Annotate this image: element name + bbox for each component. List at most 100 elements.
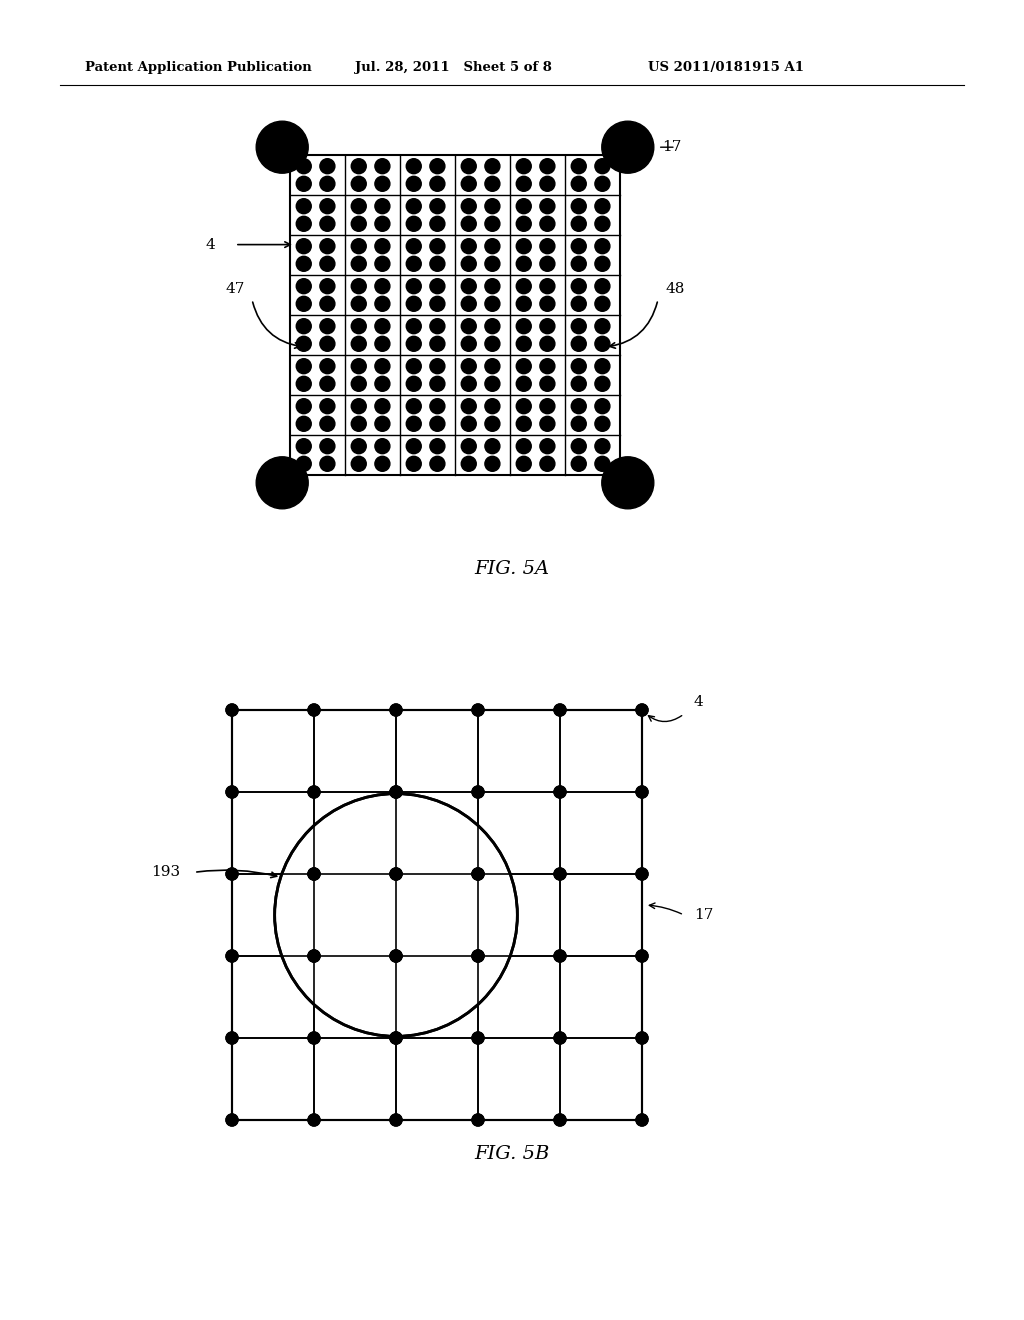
Circle shape — [595, 359, 610, 374]
Circle shape — [461, 399, 476, 413]
Circle shape — [308, 1032, 319, 1044]
Circle shape — [461, 239, 476, 253]
Circle shape — [485, 438, 500, 454]
Circle shape — [595, 457, 610, 471]
Text: Patent Application Publication: Patent Application Publication — [85, 62, 311, 74]
Circle shape — [595, 239, 610, 253]
Circle shape — [375, 256, 390, 272]
Circle shape — [430, 318, 444, 334]
Circle shape — [636, 785, 648, 799]
Circle shape — [351, 399, 367, 413]
Circle shape — [430, 256, 444, 272]
Circle shape — [296, 457, 311, 471]
Circle shape — [375, 318, 390, 334]
Circle shape — [461, 177, 476, 191]
Circle shape — [571, 438, 587, 454]
Circle shape — [540, 416, 555, 432]
Circle shape — [351, 158, 367, 174]
Circle shape — [375, 279, 390, 294]
Circle shape — [407, 318, 421, 334]
Circle shape — [375, 296, 390, 312]
Circle shape — [375, 239, 390, 253]
Circle shape — [461, 216, 476, 231]
Circle shape — [407, 296, 421, 312]
Circle shape — [571, 177, 587, 191]
Circle shape — [256, 457, 308, 508]
Circle shape — [319, 279, 335, 294]
Circle shape — [407, 376, 421, 391]
Circle shape — [516, 239, 531, 253]
Circle shape — [540, 177, 555, 191]
Circle shape — [540, 239, 555, 253]
Text: 193: 193 — [151, 866, 180, 879]
Circle shape — [351, 199, 367, 214]
Circle shape — [554, 704, 566, 715]
Circle shape — [554, 1032, 566, 1044]
Circle shape — [516, 416, 531, 432]
Circle shape — [516, 177, 531, 191]
Circle shape — [595, 177, 610, 191]
Circle shape — [516, 457, 531, 471]
Circle shape — [390, 869, 402, 880]
Circle shape — [296, 318, 311, 334]
Circle shape — [485, 177, 500, 191]
Circle shape — [571, 457, 587, 471]
Circle shape — [571, 279, 587, 294]
Circle shape — [472, 950, 484, 962]
Circle shape — [636, 950, 648, 962]
Circle shape — [296, 376, 311, 391]
Circle shape — [485, 279, 500, 294]
Circle shape — [296, 239, 311, 253]
Circle shape — [319, 158, 335, 174]
Circle shape — [516, 296, 531, 312]
Circle shape — [375, 216, 390, 231]
Circle shape — [595, 337, 610, 351]
Circle shape — [375, 359, 390, 374]
Circle shape — [226, 704, 238, 715]
Circle shape — [351, 318, 367, 334]
Circle shape — [390, 704, 402, 715]
Circle shape — [430, 399, 444, 413]
Circle shape — [375, 199, 390, 214]
Circle shape — [351, 296, 367, 312]
Circle shape — [472, 1032, 484, 1044]
Circle shape — [296, 216, 311, 231]
Circle shape — [296, 296, 311, 312]
Circle shape — [472, 1114, 484, 1126]
Circle shape — [296, 399, 311, 413]
Circle shape — [390, 1032, 402, 1044]
Circle shape — [351, 337, 367, 351]
Circle shape — [407, 216, 421, 231]
Circle shape — [351, 177, 367, 191]
Circle shape — [226, 869, 238, 880]
Circle shape — [308, 785, 319, 799]
Circle shape — [636, 869, 648, 880]
Circle shape — [472, 950, 484, 962]
Circle shape — [319, 239, 335, 253]
Circle shape — [485, 416, 500, 432]
Circle shape — [226, 869, 238, 880]
Circle shape — [461, 256, 476, 272]
Circle shape — [319, 256, 335, 272]
Circle shape — [351, 216, 367, 231]
Circle shape — [472, 950, 484, 962]
Circle shape — [375, 457, 390, 471]
Circle shape — [390, 785, 402, 799]
Circle shape — [390, 869, 402, 880]
Circle shape — [375, 438, 390, 454]
Circle shape — [351, 376, 367, 391]
Circle shape — [472, 1114, 484, 1126]
Circle shape — [554, 704, 566, 715]
Circle shape — [540, 318, 555, 334]
Circle shape — [485, 239, 500, 253]
Circle shape — [351, 256, 367, 272]
Circle shape — [595, 199, 610, 214]
Circle shape — [407, 279, 421, 294]
Circle shape — [430, 438, 444, 454]
Circle shape — [472, 704, 484, 715]
Text: FIG. 5A: FIG. 5A — [474, 560, 550, 578]
Circle shape — [554, 785, 566, 799]
Circle shape — [554, 1032, 566, 1044]
Circle shape — [516, 158, 531, 174]
Circle shape — [351, 279, 367, 294]
